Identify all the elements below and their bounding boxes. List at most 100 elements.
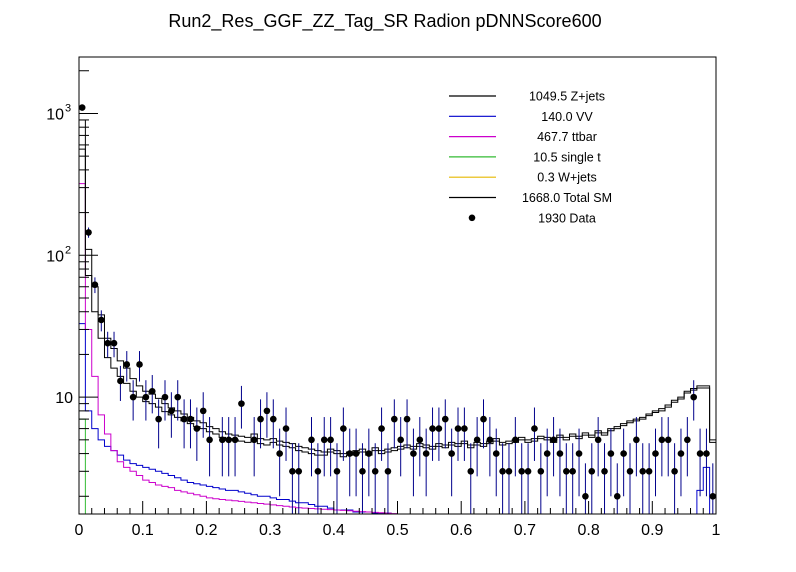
data-point xyxy=(365,428,373,497)
data-point xyxy=(168,392,175,438)
data-point xyxy=(123,351,131,382)
data-point xyxy=(327,417,334,477)
x-tick-label: 0.2 xyxy=(195,522,217,539)
data-point xyxy=(129,380,137,421)
data-marker xyxy=(410,450,417,457)
legend-entry: 1930 Data xyxy=(468,211,596,225)
data-marker xyxy=(518,468,526,475)
data-point xyxy=(219,417,226,477)
data-marker xyxy=(371,468,379,475)
data-marker xyxy=(550,436,557,444)
data-marker xyxy=(652,450,659,457)
data-point xyxy=(633,417,640,477)
data-marker xyxy=(467,468,475,475)
data-marker xyxy=(129,393,137,401)
data-point xyxy=(480,399,487,449)
data-point xyxy=(569,443,576,514)
data-marker xyxy=(703,450,710,457)
data-point xyxy=(677,428,685,497)
x-tick-label: 0.3 xyxy=(259,522,281,539)
data-marker xyxy=(575,450,583,457)
data-marker xyxy=(97,316,105,324)
data-point xyxy=(148,375,156,414)
data-marker xyxy=(346,450,354,457)
x-tick-label: 0.5 xyxy=(386,522,408,539)
data-marker xyxy=(441,415,449,423)
data-marker xyxy=(104,339,111,347)
data-point xyxy=(652,428,659,497)
data-point xyxy=(225,417,232,477)
data-point xyxy=(276,428,283,497)
legend-entry: 0.3 W+jets xyxy=(449,171,597,185)
x-tick-label: 0.7 xyxy=(514,522,536,539)
data-point xyxy=(441,399,449,449)
data-marker xyxy=(340,425,347,432)
x-tick-label: 0.6 xyxy=(450,522,472,539)
legend-entry: 467.7 ttbar xyxy=(449,130,597,144)
data-marker xyxy=(148,387,156,395)
data-point xyxy=(391,399,398,449)
data-point xyxy=(397,417,404,477)
data-marker xyxy=(391,415,398,423)
data-marker xyxy=(238,400,245,407)
data-marker xyxy=(123,361,131,368)
legend-label: 1049.5 Z+jets xyxy=(529,90,605,104)
data-marker xyxy=(480,415,487,423)
data-point xyxy=(684,417,691,477)
data-marker xyxy=(524,468,532,475)
data-point xyxy=(473,417,481,477)
data-marker xyxy=(582,492,589,500)
data-marker xyxy=(276,450,283,457)
data-point xyxy=(435,407,443,461)
data-marker xyxy=(320,436,328,444)
x-tick-label: 1 xyxy=(712,522,721,539)
data-marker xyxy=(588,468,596,475)
data-marker xyxy=(543,450,551,457)
data-marker xyxy=(633,436,640,444)
data-marker xyxy=(671,468,678,475)
data-point xyxy=(461,407,468,461)
data-point xyxy=(136,351,143,382)
data-marker xyxy=(512,436,519,444)
data-point xyxy=(709,463,717,514)
y-tick-label: 10 xyxy=(46,106,64,123)
data-marker xyxy=(225,436,232,444)
data-point xyxy=(384,443,392,514)
data-marker xyxy=(378,425,385,432)
data-marker xyxy=(199,407,207,415)
legend-label: 10.5 single t xyxy=(533,150,601,164)
legend-label: 467.7 ttbar xyxy=(537,130,597,144)
data-marker xyxy=(282,425,290,432)
data-point xyxy=(104,331,111,358)
data-point xyxy=(639,443,647,514)
data-marker xyxy=(231,436,239,444)
y-tick-label: 10 xyxy=(46,248,64,265)
data-point xyxy=(142,380,150,421)
data-point xyxy=(416,417,424,477)
data-marker xyxy=(193,425,201,432)
data-point xyxy=(601,443,608,514)
data-point xyxy=(556,428,564,497)
data-marker xyxy=(537,468,545,475)
data-point xyxy=(575,428,583,497)
x-tick-label: 0.9 xyxy=(641,522,663,539)
data-point xyxy=(257,399,264,449)
data-marker xyxy=(187,415,194,423)
data-marker xyxy=(117,377,124,385)
data-point xyxy=(512,417,519,477)
data-point xyxy=(155,399,162,449)
data-marker xyxy=(709,492,717,500)
data-point xyxy=(607,428,615,497)
data-point xyxy=(320,417,328,477)
data-marker xyxy=(250,436,258,444)
data-point xyxy=(187,399,194,449)
legend-entry: 1049.5 Z+jets xyxy=(449,90,605,104)
data-marker xyxy=(556,450,564,457)
data-point xyxy=(346,428,354,497)
data-point xyxy=(269,399,277,449)
data-point xyxy=(403,399,411,449)
data-point xyxy=(645,443,653,514)
data-marker xyxy=(85,229,92,236)
data-point xyxy=(282,407,290,461)
